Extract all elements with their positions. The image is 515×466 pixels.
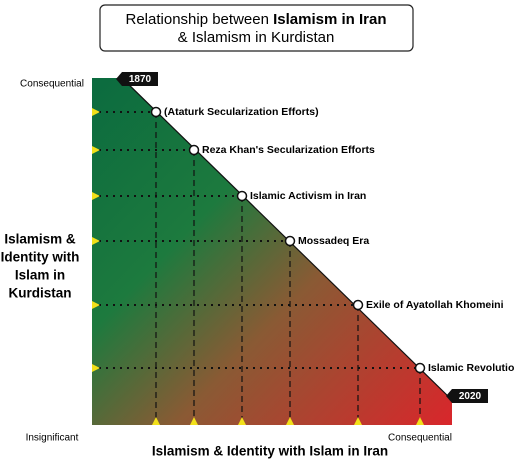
y-marker <box>92 108 100 116</box>
start-flag <box>122 72 158 86</box>
event-label: Mossadeq Era <box>298 235 369 247</box>
event-point <box>284 235 296 247</box>
y-axis-title: Islam in <box>15 268 65 283</box>
y-marker <box>92 301 100 309</box>
end-year: 2020 <box>459 391 482 402</box>
end-flag <box>452 389 488 403</box>
start-year: 1870 <box>129 74 152 85</box>
x-marker <box>190 417 198 425</box>
event-point <box>414 362 426 374</box>
event-label: Islamic Activism in Iran <box>250 190 366 202</box>
y-bottom-label: Insignificant <box>26 433 79 444</box>
x-marker <box>354 417 362 425</box>
y-axis-title: Islamism & <box>4 232 76 247</box>
y-marker <box>92 364 100 372</box>
event-label: Exile of Ayatollah Khomeini <box>366 299 504 311</box>
y-top-label: Consequential <box>20 79 84 90</box>
y-axis-title: Kurdistan <box>8 286 71 301</box>
event-label: Reza Khan's Secularization Efforts <box>202 144 375 156</box>
flag-arrow <box>446 389 452 403</box>
y-marker <box>92 237 100 245</box>
x-axis-title: Islamism & Identity with Islam in Iran <box>152 444 388 459</box>
title: Relationship between Islamism in Iran <box>126 11 387 28</box>
flag-arrow <box>116 72 122 86</box>
title-line2: & Islamism in Kurdistan <box>178 29 335 46</box>
y-axis-title: Identity with <box>1 250 80 265</box>
x-right-label: Consequential <box>388 433 452 444</box>
y-marker <box>92 146 100 154</box>
x-marker <box>416 417 424 425</box>
event-point <box>150 106 162 118</box>
x-marker <box>152 417 160 425</box>
x-marker <box>238 417 246 425</box>
event-point <box>236 190 248 202</box>
event-label: Islamic Revolution <box>428 362 515 374</box>
x-marker <box>286 417 294 425</box>
event-label: (Ataturk Secularization Efforts) <box>164 106 319 118</box>
event-point <box>188 144 200 156</box>
y-marker <box>92 192 100 200</box>
title-box <box>99 4 414 52</box>
region <box>92 78 452 425</box>
event-point <box>352 299 364 311</box>
